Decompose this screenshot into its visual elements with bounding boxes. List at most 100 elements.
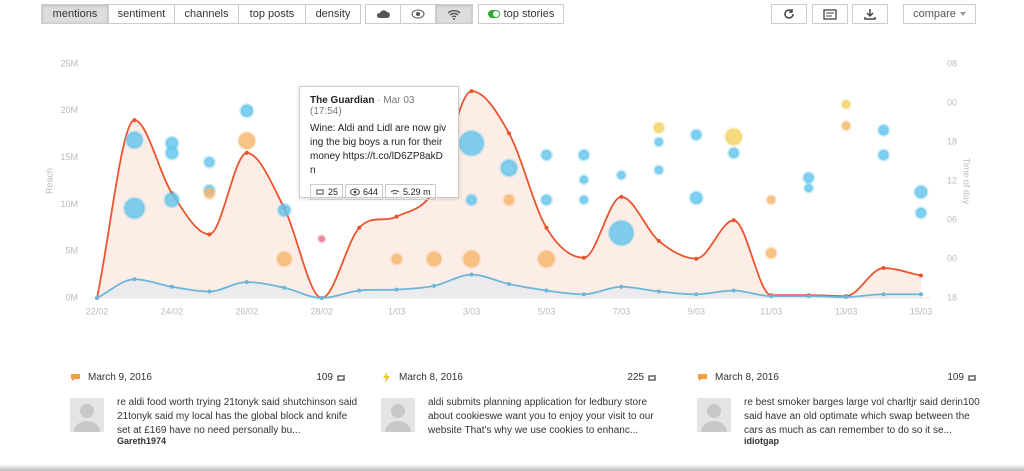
chart: Reach Time of day 0M 5M 10M 15M 20M 25M 18 00 06… <box>44 58 972 316</box>
x-tick-label: 22/02 <box>86 306 109 316</box>
point <box>507 281 511 286</box>
download[interactable] <box>852 4 888 24</box>
post-user: idiotgap <box>744 436 779 446</box>
post-card[interactable]: March 8, 2016 109 re best smoker barges la… <box>697 370 980 450</box>
point <box>244 280 249 285</box>
bubble <box>578 174 590 186</box>
point <box>919 292 923 297</box>
toggle-label: top stories <box>503 8 555 20</box>
point <box>731 288 736 293</box>
point <box>357 225 362 230</box>
post-date: March 8, 2016 <box>715 372 779 383</box>
tab[interactable]: top posts <box>238 4 306 24</box>
point <box>769 294 774 299</box>
bubble <box>502 193 516 207</box>
point <box>207 289 212 294</box>
point <box>544 225 549 230</box>
top-stories-toggle[interactable]: top stories <box>478 4 564 24</box>
point <box>132 277 137 282</box>
bubble <box>276 202 292 218</box>
retweet-icon <box>648 374 656 381</box>
bubble <box>465 193 479 207</box>
refresh[interactable] <box>771 4 807 24</box>
icon <box>390 190 400 195</box>
post-text: re best smoker barges large vol charltjr… <box>744 397 980 436</box>
bubble <box>803 182 815 194</box>
point <box>656 238 661 243</box>
share-count: 109 <box>316 372 346 383</box>
tooltip: The Guardian · Mar 03 (17:54) Wine: Aldi… <box>299 86 459 200</box>
point <box>619 284 624 289</box>
point <box>357 288 362 293</box>
icon <box>959 12 966 16</box>
x-tick-label: 28/02 <box>310 306 333 316</box>
bubble <box>536 249 556 269</box>
share-count-value: 109 <box>316 372 333 383</box>
point <box>731 218 736 223</box>
bubble <box>840 120 852 132</box>
tab[interactable]: density <box>305 4 361 24</box>
avatar <box>381 398 415 432</box>
point <box>469 89 474 94</box>
bubble <box>688 190 704 206</box>
retweet-stat: 25 <box>310 184 344 200</box>
bubble <box>164 145 180 161</box>
point <box>694 256 699 261</box>
icon <box>864 9 876 20</box>
bubble <box>652 121 666 135</box>
y2-tick-label: 18 <box>947 292 957 302</box>
share-count-value: 225 <box>627 372 644 383</box>
reach-view[interactable] <box>435 4 473 24</box>
icon <box>447 10 461 20</box>
x-tick-label: 13/03 <box>835 306 858 316</box>
bubble <box>877 148 891 162</box>
tab[interactable]: channels <box>174 4 239 24</box>
point <box>544 288 549 293</box>
avatar-silhouette <box>701 404 727 432</box>
reach-count: 5.29 m <box>403 187 431 197</box>
y2-axis-title: Time of day <box>962 158 972 205</box>
bubble <box>653 164 665 176</box>
post-date: March 8, 2016 <box>399 372 463 383</box>
point <box>432 283 437 288</box>
bubble <box>577 148 591 162</box>
bubble <box>764 246 778 260</box>
point <box>881 266 886 271</box>
y-tick-label: 25M <box>60 58 78 68</box>
bubble <box>913 184 929 200</box>
post-card[interactable]: March 8, 2016 225 aldi submits planning ap… <box>381 370 657 450</box>
post-text: re aldi food worth trying 21tonyk said s… <box>117 397 358 436</box>
y-tick-label: 15M <box>60 152 78 162</box>
y-tick-label: 5M <box>65 246 78 256</box>
bubble <box>914 206 928 220</box>
bubble <box>765 194 777 206</box>
compare-dropdown[interactable]: compare <box>903 4 976 24</box>
bubble <box>499 158 519 178</box>
point <box>656 289 661 294</box>
x-tick-label: 24/02 <box>161 306 184 316</box>
bubble <box>239 103 255 119</box>
report[interactable] <box>812 4 848 24</box>
avatar-silhouette <box>74 404 100 432</box>
view-count: 644 <box>363 187 379 197</box>
bubble <box>539 193 553 207</box>
point <box>394 214 399 219</box>
share-count: 109 <box>947 372 977 383</box>
point <box>319 296 324 300</box>
eye-view[interactable] <box>400 4 436 24</box>
y2-tick-label: 06 <box>947 214 957 224</box>
bubble <box>802 171 816 185</box>
x-tick-label: 5/03 <box>538 306 556 316</box>
tab[interactable]: sentiment <box>108 4 175 24</box>
post-card[interactable]: March 9, 2016 109 re aldi food worth tryin… <box>70 370 357 450</box>
bubble <box>237 131 257 151</box>
cloud-view[interactable] <box>365 4 401 24</box>
share-count: 225 <box>627 372 657 383</box>
tooltip-time: · Mar 03 (17:54) <box>310 95 415 117</box>
point <box>806 294 811 299</box>
point <box>694 292 699 297</box>
icon <box>784 9 794 19</box>
post-icon <box>71 374 80 381</box>
tab[interactable]: mentions <box>41 4 109 24</box>
